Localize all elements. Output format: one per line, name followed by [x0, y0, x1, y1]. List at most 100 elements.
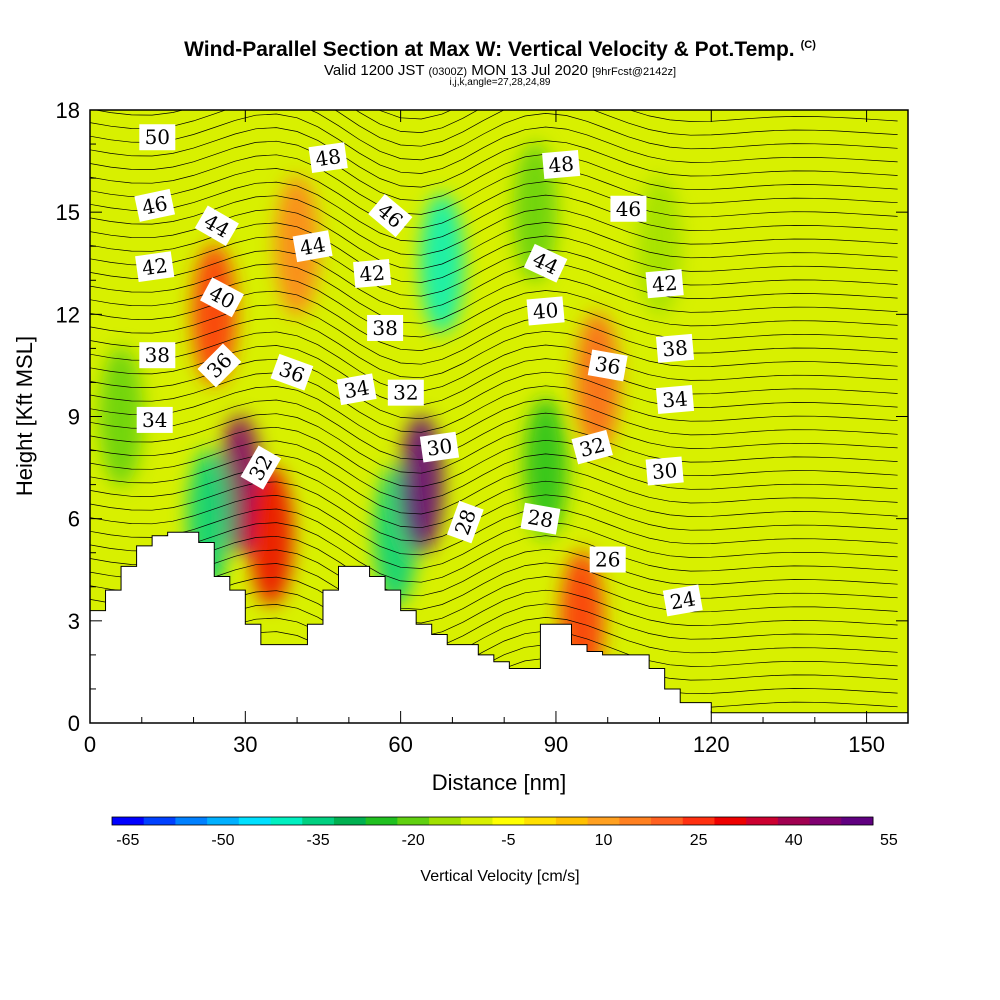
label-box — [139, 342, 176, 369]
isentrope-line — [90, 386, 898, 447]
isentrope-line — [90, 495, 898, 556]
colorbar-swatch — [682, 817, 715, 825]
x-tick-label: 90 — [544, 732, 568, 757]
chart-title-text: Wind-Parallel Section at Max W: Vertical… — [184, 38, 795, 61]
isentrope-label: 30 — [419, 431, 460, 463]
label-box — [526, 296, 565, 326]
label-text: 24 — [668, 586, 697, 614]
isentrope-label: 38 — [367, 314, 404, 341]
label-box — [655, 333, 695, 363]
copyright-mark: (C) — [800, 39, 816, 51]
isentrope-line — [90, 331, 898, 392]
colorbar: -65 -50 -35 -20 -5 10 25 40 55 — [111, 816, 898, 849]
x-axis-title: Distance [nm] — [432, 770, 567, 795]
label-text: 42 — [651, 271, 678, 297]
isentrope-line — [90, 304, 898, 365]
y-tick-label: 12 — [56, 302, 80, 327]
colorbar-swatch — [746, 817, 779, 825]
colorbar-label: 10 — [595, 832, 613, 849]
label-box — [367, 314, 404, 341]
colorbar-swatch — [429, 817, 462, 825]
isentrope-label: 48 — [542, 149, 581, 180]
isentrope-label: 32 — [571, 429, 613, 465]
forecast-info: [9hrFcst@2142z] — [592, 66, 677, 78]
isentrope-label: 44 — [292, 230, 333, 263]
isentrope-label: 28 — [520, 502, 561, 535]
isentrope-line — [90, 372, 898, 433]
label-text: 46 — [616, 197, 641, 221]
isentrope-label: 34 — [336, 373, 377, 406]
label-box — [520, 502, 561, 535]
label-box — [135, 251, 175, 283]
colorbar-swatch — [333, 817, 367, 825]
isentrope-label: 30 — [645, 456, 684, 486]
colorbar-swatch — [207, 817, 240, 825]
label-box — [419, 431, 460, 463]
valid-date: MON 13 Jul 2020 — [471, 62, 588, 79]
label-box — [571, 429, 613, 465]
label-box — [134, 188, 176, 222]
y-tick-label: 3 — [68, 609, 80, 634]
x-tick-label: 30 — [233, 732, 257, 757]
isentrope-label: 46 — [368, 194, 413, 238]
isentrope-label: 32 — [387, 379, 424, 406]
x-tick-label: 150 — [848, 732, 885, 757]
isentrope-label: 48 — [308, 142, 348, 174]
label-text: 38 — [661, 335, 688, 361]
x-tick-label: 120 — [693, 732, 730, 757]
y-tick-label: 6 — [68, 507, 80, 532]
isentrope-line — [90, 263, 898, 324]
isentrope-label: 24 — [662, 584, 703, 617]
isentrope-line — [90, 426, 898, 488]
label-box — [197, 343, 242, 388]
isentrope-label: 28 — [446, 500, 484, 544]
velocity-cell — [420, 193, 465, 334]
colorbar-title: Vertical Velocity [cm/s] — [420, 868, 579, 885]
label-box — [136, 406, 173, 433]
isentrope-line — [90, 481, 898, 542]
label-text: 42 — [358, 260, 385, 286]
colorbar-label: -50 — [211, 832, 234, 849]
isentrope-line — [90, 154, 898, 215]
colorbar-frame — [111, 816, 874, 826]
label-text: 26 — [595, 548, 620, 572]
isentrope-line — [90, 454, 898, 515]
isentrope-line — [93, 110, 898, 147]
isentrope-line — [355, 110, 898, 133]
isentrope-line — [90, 549, 898, 610]
label-box — [270, 353, 314, 391]
colorbar-swatch — [714, 817, 747, 825]
isentrope-label: 38 — [139, 342, 176, 369]
isentrope-label: 42 — [353, 258, 392, 288]
y-tick-label: 18 — [56, 98, 80, 123]
label-box — [645, 456, 684, 486]
label-box — [589, 546, 626, 573]
colorbar-swatch — [143, 817, 176, 825]
isentrope-label: 36 — [587, 349, 628, 382]
velocity-cell — [99, 346, 144, 487]
label-text: 40 — [532, 298, 559, 324]
isentrope-line — [90, 508, 898, 569]
isentrope-label: 26 — [589, 546, 626, 573]
isentrope-line — [90, 127, 898, 188]
label-box — [587, 349, 628, 382]
colorbar-label: 55 — [880, 832, 898, 849]
colorbar-swatch — [397, 817, 430, 825]
chart-title: Wind-Parallel Section at Max W: Vertical… — [0, 38, 1000, 62]
isentrope-line — [90, 249, 898, 311]
isentrope-line — [90, 467, 898, 529]
colorbar-label: 40 — [785, 832, 803, 849]
colorbar-swatch — [619, 817, 652, 825]
isentrope-line — [90, 413, 898, 474]
label-text: 28 — [526, 505, 555, 533]
label-text: 42 — [140, 253, 169, 280]
colorbar-swatch — [112, 817, 145, 825]
label-text: 34 — [342, 375, 371, 403]
label-text: 50 — [145, 125, 170, 149]
chart-subtitle: Valid 1200 JST (0300Z) MON 13 Jul 2020 [… — [0, 62, 1000, 79]
colorbar-swatch — [238, 817, 272, 825]
colorbar-label: -5 — [501, 832, 515, 849]
